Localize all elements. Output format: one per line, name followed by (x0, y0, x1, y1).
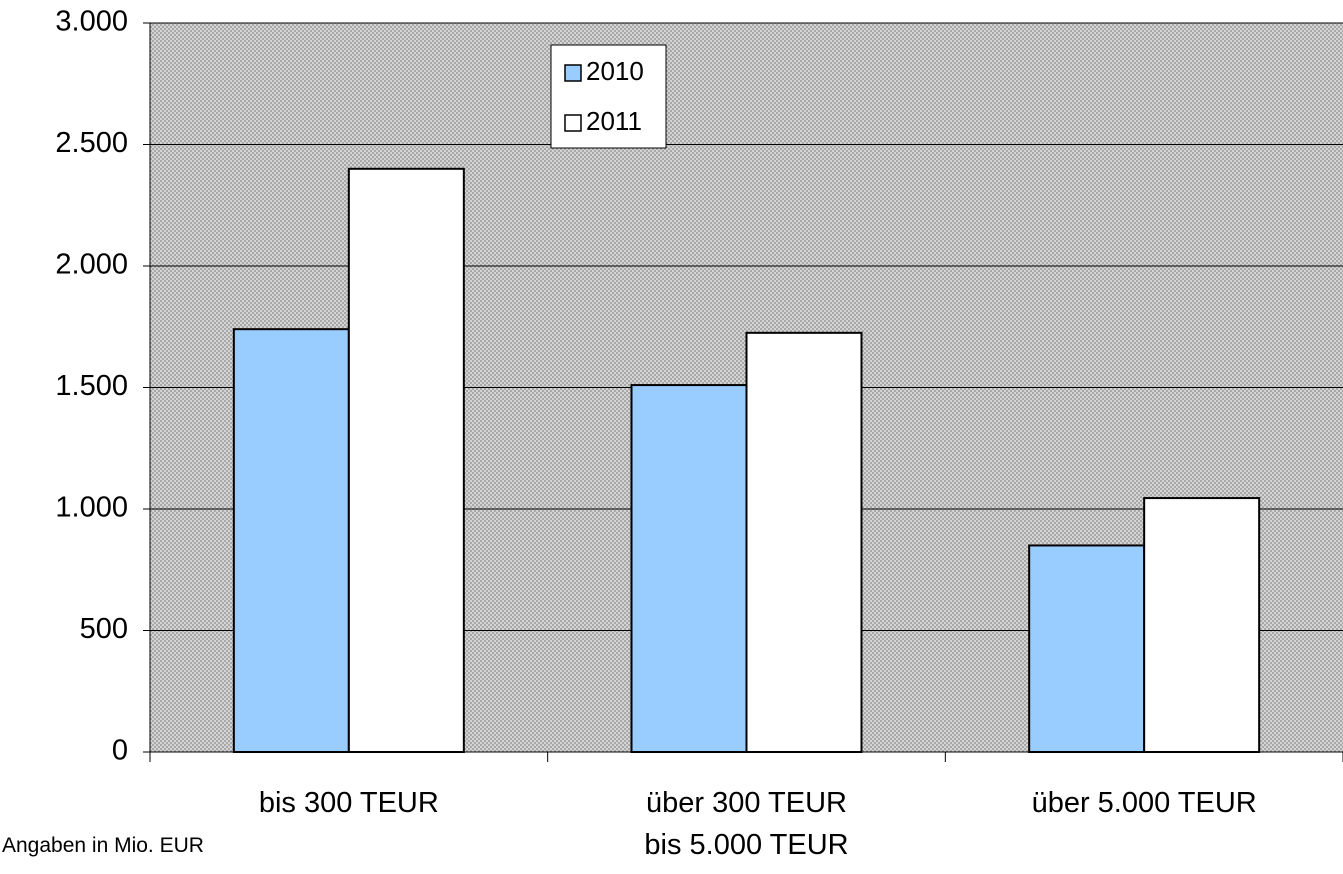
y-tick-label: 500 (80, 613, 128, 645)
bar (1143, 497, 1261, 753)
legend-label: 2010 (586, 56, 644, 86)
legend-swatch (564, 64, 582, 82)
legend-swatch (564, 114, 582, 132)
bar (347, 167, 465, 754)
x-tick-label: über 300 TEUR bis 5.000 TEUR (644, 787, 849, 861)
note: Angaben in Mio. EUR (2, 834, 204, 857)
y-tick-label: 2.500 (55, 127, 128, 159)
bar (630, 384, 748, 753)
y-tick-label: 1.000 (55, 492, 128, 524)
legend-label: 2011 (586, 106, 642, 136)
x-tick-label: über 5.000 TEUR (1031, 787, 1257, 819)
y-tick-label: 0 (112, 735, 128, 767)
bar (745, 331, 863, 753)
bar (1028, 544, 1146, 754)
y-tick-label: 3.000 (55, 6, 128, 38)
y-tick-label: 2.000 (55, 249, 128, 281)
bar (232, 328, 350, 753)
y-tick-label: 1.500 (55, 370, 128, 402)
x-tick-label: bis 300 TEUR (258, 787, 439, 819)
